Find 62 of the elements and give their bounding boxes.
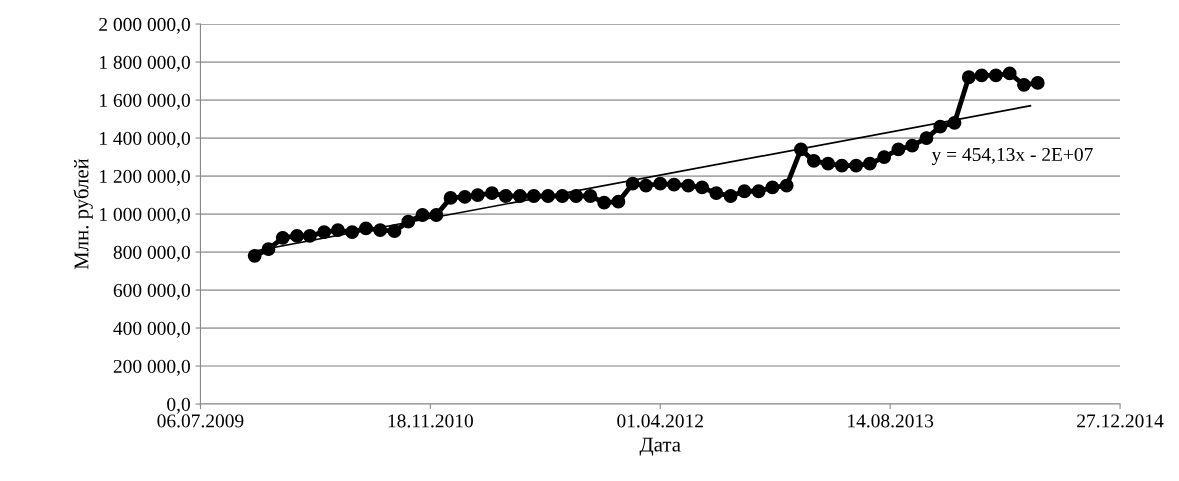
x-tick-label: 14.08.2013: [848, 414, 934, 428]
point: [485, 186, 499, 201]
x-axis-title: Дата: [639, 437, 681, 456]
point: [806, 153, 821, 168]
point: [302, 228, 317, 243]
y-tick-label: 2 000 000,0: [99, 17, 190, 34]
point: [457, 190, 472, 204]
point: [667, 177, 681, 192]
point: [737, 184, 752, 199]
point: [849, 158, 864, 173]
point: [331, 223, 345, 238]
point: [1017, 77, 1031, 92]
x-tick-label: 01.04.2012: [617, 414, 703, 428]
point: [905, 138, 920, 153]
x-tick-label: 06.07.2009: [157, 414, 244, 428]
point: [1030, 76, 1045, 90]
point: [583, 189, 598, 203]
point: [653, 176, 668, 191]
y-tick-label: 1 000 000,0: [100, 207, 190, 224]
y-tick-label: 600 000,0: [113, 283, 190, 300]
point: [779, 178, 794, 193]
point: [765, 180, 780, 195]
y-tick-label: 1 600 000,0: [100, 93, 190, 110]
point: [891, 142, 906, 157]
point: [723, 189, 738, 203]
point: [863, 156, 877, 171]
x-tick-label: 18.11.2010: [388, 414, 473, 428]
y-tick-label: 1 800 000,0: [100, 55, 190, 72]
point: [1002, 66, 1017, 81]
point: [639, 178, 653, 193]
point: [751, 184, 766, 199]
point: [317, 225, 332, 240]
point: [247, 248, 262, 263]
y-tick-label: 1 400 000,0: [100, 131, 190, 148]
point: [695, 180, 709, 195]
point: [877, 150, 892, 164]
point: [919, 131, 934, 145]
point: [988, 68, 1003, 83]
point: [290, 228, 304, 243]
point: [834, 158, 849, 173]
point: [387, 224, 402, 239]
point: [569, 189, 584, 203]
point: [498, 189, 513, 203]
y-tick-label: 0,0: [167, 397, 190, 414]
point: [821, 156, 835, 171]
point: [597, 195, 612, 210]
y-tick-label: 800 000,0: [113, 245, 190, 262]
point: [709, 186, 724, 201]
point: [611, 194, 626, 209]
x-tick-label: 27.12.2014: [1077, 414, 1164, 428]
y-axis-title: Млн. рублей: [73, 158, 93, 270]
y-tick-label: 200 000,0: [113, 359, 190, 376]
point: [974, 68, 989, 83]
point: [961, 70, 976, 85]
point: [470, 188, 485, 202]
point: [513, 189, 527, 203]
y-tick-label: 1 200 000,0: [100, 169, 190, 186]
y-tick-label: 400 000,0: [113, 321, 190, 338]
annotation: y = 454,13x - 2E+07: [931, 147, 1093, 166]
point: [681, 178, 696, 193]
point: [275, 230, 290, 245]
point: [443, 190, 458, 205]
